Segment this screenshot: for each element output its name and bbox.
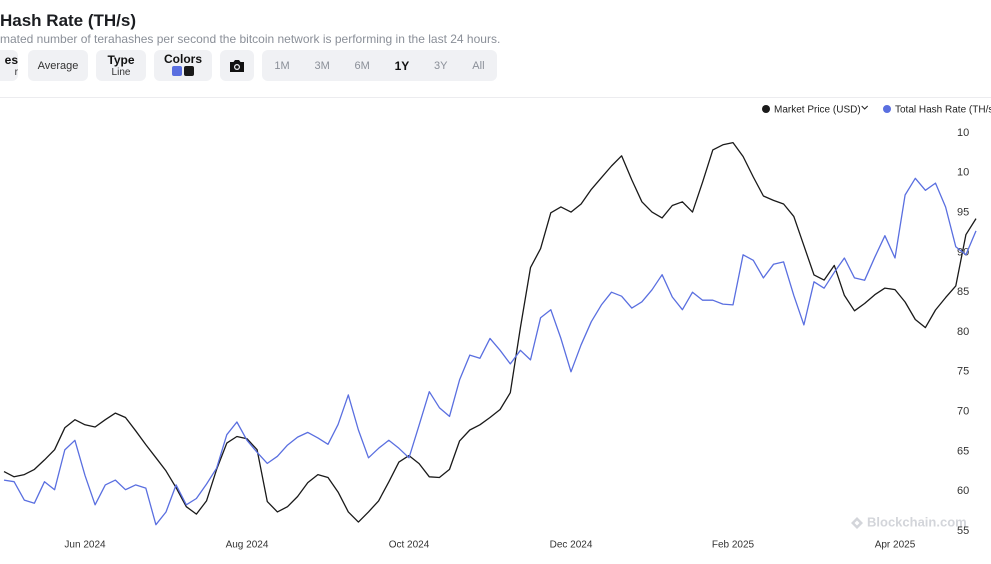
button-label: Average bbox=[37, 59, 79, 72]
watermark: Blockchain.com bbox=[867, 514, 967, 529]
camera-icon bbox=[230, 59, 244, 72]
button-label: Colors bbox=[163, 52, 202, 66]
y-tick-label: 70 bbox=[957, 406, 969, 418]
title: Hash Rate (TH/s) bbox=[0, 11, 137, 30]
colors-button[interactable]: Colors bbox=[154, 50, 212, 81]
scale-button[interactable]: es r bbox=[0, 50, 18, 81]
x-tick-label: Aug 2024 bbox=[226, 540, 269, 551]
subtitle: mated number of terahashes per second th… bbox=[0, 32, 501, 46]
swatch bbox=[184, 66, 194, 76]
range-button[interactable]: 1Y bbox=[394, 58, 410, 73]
x-tick-label: Oct 2024 bbox=[389, 540, 430, 551]
y-tick-label: 75 bbox=[957, 366, 969, 378]
x-tick-label: Apr 2025 bbox=[875, 540, 916, 551]
legend-label: Total Hash Rate (TH/s bbox=[895, 105, 991, 116]
legend-label: Market Price (USD) bbox=[774, 105, 861, 116]
legend-marker bbox=[762, 105, 770, 113]
separator bbox=[0, 97, 991, 98]
y-tick-label: 85 bbox=[957, 286, 969, 298]
color-swatches bbox=[171, 66, 195, 79]
range-button[interactable]: 3M bbox=[314, 59, 330, 72]
button-label: Type bbox=[107, 53, 135, 67]
range-button[interactable]: 3Y bbox=[434, 59, 448, 72]
y-tick-label: 95 bbox=[957, 206, 969, 218]
series-line bbox=[3, 177, 977, 526]
y-tick-label: 80 bbox=[957, 326, 969, 338]
x-tick-label: Feb 2025 bbox=[712, 540, 755, 551]
type-button[interactable]: Type Line bbox=[96, 50, 146, 81]
button-value: Line bbox=[111, 67, 131, 78]
x-tick-label: Jun 2024 bbox=[64, 540, 106, 551]
camera-button[interactable] bbox=[220, 50, 254, 81]
watermark-logo bbox=[851, 517, 863, 529]
button-value: r bbox=[14, 67, 18, 78]
range-button[interactable]: 1M bbox=[274, 59, 290, 72]
swatch bbox=[172, 66, 182, 76]
range-button[interactable]: All bbox=[472, 59, 485, 72]
y-tick-label: 10 bbox=[957, 127, 969, 139]
y-tick-label: 55 bbox=[957, 525, 969, 537]
y-tick-label: 65 bbox=[957, 445, 969, 457]
x-tick-label: Dec 2024 bbox=[550, 540, 593, 551]
y-tick-label: 10 bbox=[957, 167, 969, 179]
range-button[interactable]: 6M bbox=[354, 59, 370, 72]
legend-item[interactable]: Total Hash Rate (TH/s bbox=[883, 105, 991, 116]
range-selector: 1M 3M 6M 1Y 3Y All bbox=[262, 50, 497, 81]
logo-icon bbox=[851, 517, 863, 529]
series-line bbox=[3, 141, 977, 523]
y-tick-label: 60 bbox=[957, 485, 969, 497]
legend-marker bbox=[883, 105, 891, 113]
button-label: es bbox=[4, 53, 18, 67]
legend-chevron bbox=[861, 105, 869, 110]
average-button[interactable]: Average bbox=[28, 50, 88, 81]
legend-item[interactable]: Market Price (USD) bbox=[762, 105, 869, 116]
